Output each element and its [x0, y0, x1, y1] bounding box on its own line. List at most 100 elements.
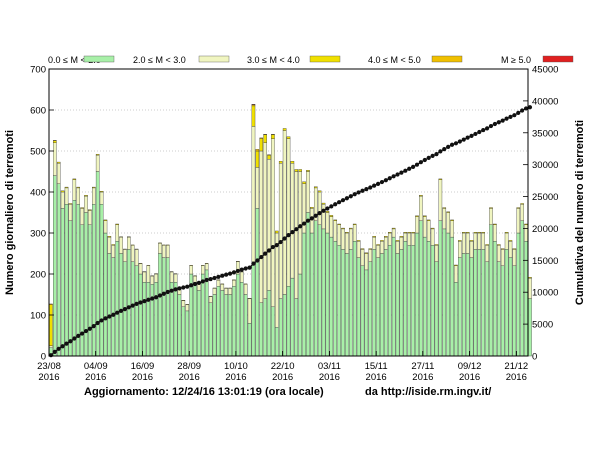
cumulative-point-5: [68, 339, 73, 344]
source-link[interactable]: da http://iside.rm.ingv.it/: [365, 386, 492, 398]
bar-d69-s1: [317, 191, 322, 225]
bar-d117-s0: [504, 249, 509, 357]
bar-d15-s2: [107, 236, 112, 238]
cumulative-point-96: [422, 157, 427, 163]
bar-d110-s2: [477, 232, 482, 234]
bar-d86-s2: [384, 236, 388, 238]
bar-d42-s0: [212, 294, 217, 357]
cumulative-point-48: [235, 268, 240, 274]
bar-d43-s1: [216, 279, 221, 287]
cumulative-point-7: [76, 333, 81, 338]
bar-d94-s0: [415, 232, 419, 357]
bar-d101-s1: [442, 208, 447, 230]
bar-d99-s1: [434, 245, 439, 262]
cumulative-point-90: [399, 170, 404, 175]
bar-d31-s1: [169, 271, 174, 283]
bar-d89-s0: [395, 253, 400, 357]
cumulative-point-73: [333, 202, 338, 207]
cumulative-point-105: [457, 139, 462, 144]
bar-d38-s0: [197, 290, 201, 357]
bar-d85-s0: [380, 253, 384, 357]
x-tick-label-10: 21/12 2016: [504, 361, 528, 383]
bar-d15-s0: [107, 253, 112, 357]
bar-d97-s1: [426, 220, 431, 242]
bar-d49-s1: [239, 271, 244, 283]
bar-d40-s0: [204, 269, 209, 357]
cumulative-point-99: [434, 152, 439, 157]
cumulative-point-12: [95, 320, 100, 326]
cumulative-point-81: [364, 187, 369, 192]
x-tick-label-6: 03/11 2016: [318, 361, 341, 383]
cumulative-point-1: [52, 349, 57, 354]
cumulative-point-87: [387, 176, 392, 181]
bar-d3-s2: [60, 190, 65, 193]
bar-d104-s2: [454, 264, 458, 266]
bar-d62-s1: [290, 163, 295, 279]
y2-tick-label-1: 5000: [532, 320, 553, 331]
bar-d80-s0: [360, 265, 365, 357]
y-tick-label-3: 300: [30, 229, 46, 240]
bar-d55-s0: [263, 298, 267, 357]
bar-d110-s0: [477, 249, 482, 357]
cumulative-point-18: [118, 308, 124, 313]
bar-d102-s2: [446, 211, 450, 213]
cumulative-point-71: [325, 206, 330, 211]
bar-d13-s1: [99, 191, 104, 205]
cumulative-point-94: [414, 162, 420, 167]
bar-d43-s0: [216, 286, 221, 357]
bar-d68-s2: [313, 186, 318, 189]
bar-d97-s2: [426, 219, 431, 221]
cumulative-point-34: [181, 285, 186, 290]
bar-d93-s0: [411, 245, 415, 357]
bar-d6-s0: [72, 200, 77, 357]
bar-d112-s2: [485, 244, 489, 246]
bar-d53-s3: [255, 149, 260, 152]
bar-d118-s0: [508, 257, 513, 357]
cumulative-point-31: [169, 288, 174, 293]
bar-d72-s2: [329, 215, 334, 217]
bar-d75-s1: [341, 228, 345, 250]
legend-swatch-2: [309, 55, 341, 63]
cumulative-point-51: [247, 265, 252, 270]
bar-d2-s1: [56, 163, 61, 184]
legend-label-2: 3.0 ≤ M < 4.0: [247, 55, 300, 65]
bar-d21-s0: [130, 261, 135, 357]
bar-d3-s0: [60, 208, 65, 357]
cumulative-point-67: [309, 216, 314, 221]
cumulative-point-117: [504, 116, 509, 121]
bar-d52-s0: [251, 261, 256, 357]
x-tick-label-1: 04/09 2016: [84, 361, 108, 383]
cumulative-point-78: [352, 192, 357, 197]
cumulative-point-35: [185, 284, 190, 289]
y2-tick-label-5: 25000: [532, 192, 558, 203]
bar-d85-s2: [380, 240, 384, 242]
bar-d24-s1: [142, 271, 147, 283]
bar-d73-s2: [333, 219, 338, 221]
y2-tick-label-8: 40000: [532, 96, 558, 107]
bar-d52-s3: [251, 104, 256, 107]
cumulative-point-77: [348, 194, 353, 199]
bar-d71-s2: [325, 211, 330, 213]
bar-d91-s0: [403, 241, 408, 357]
cumulative-point-9: [83, 328, 89, 334]
cumulative-point-65: [301, 221, 307, 226]
cumulative-point-75: [340, 198, 346, 203]
cumulative-point-59: [278, 239, 283, 245]
bar-d121-s2: [520, 203, 524, 205]
bar-d103-s0: [450, 236, 454, 357]
bar-d99-s0: [434, 261, 439, 357]
legend-label-4: M ≥ 5.0: [501, 55, 531, 65]
bar-d4-s1: [64, 187, 69, 205]
bar-d36-s1: [189, 265, 193, 275]
cumulative-point-91: [403, 168, 408, 173]
y2-tick-label-0: 0: [532, 352, 537, 363]
bar-d79-s1: [356, 241, 361, 258]
cumulative-point-70: [321, 208, 326, 213]
bar-d37-s0: [193, 282, 197, 357]
cumulative-point-2: [56, 346, 61, 351]
bar-d88-s1: [391, 228, 396, 238]
bar-d82-s0: [368, 261, 373, 357]
bar-d110-s1: [477, 232, 482, 250]
bar-d17-s0: [115, 241, 119, 357]
bar-d78-s1: [352, 224, 357, 242]
